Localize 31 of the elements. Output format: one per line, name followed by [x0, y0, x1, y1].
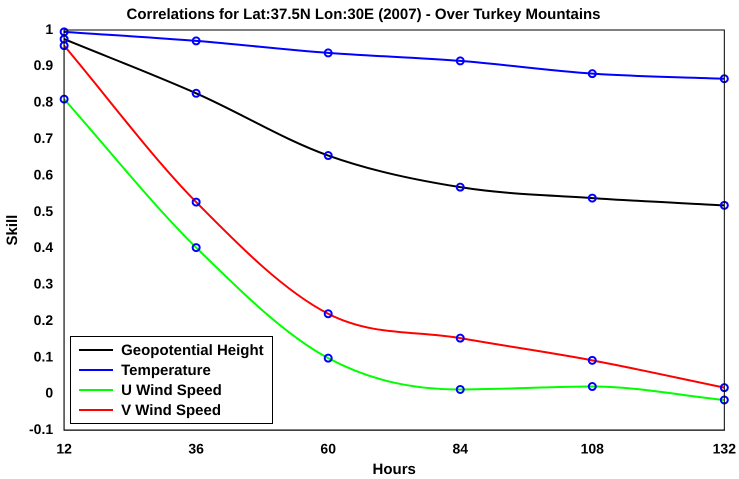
x-tick-label: 12: [56, 440, 72, 456]
x-tick-label: 60: [320, 440, 336, 456]
legend-label: Temperature: [121, 362, 211, 379]
y-tick-label: 0.6: [34, 166, 54, 182]
point: [324, 48, 333, 58]
point: [60, 27, 69, 36]
x-tick-label: 132: [712, 440, 736, 456]
y-tick-label: 1: [45, 20, 54, 37]
y-tick-label: 0.2: [34, 312, 54, 328]
x-tick-label: 108: [580, 440, 604, 456]
point: [456, 56, 465, 66]
legend-label: Geopotential Height: [121, 342, 264, 359]
y-tick-label: 0.5: [34, 202, 54, 219]
chart-title: Correlations for Lat:37.5N Lon:30E (2007) - Over Turkey Mountains: [126, 6, 600, 24]
y-tick-label: 0: [45, 384, 54, 401]
y-tick-label: 0.4: [34, 239, 54, 256]
point: [720, 74, 729, 84]
legend-label: U Wind Speed: [121, 382, 222, 399]
y-tick-label: -0.1: [29, 421, 54, 438]
x-tick-label: 36: [188, 440, 204, 456]
y-tick-label: 0.1: [34, 348, 54, 364]
y-tick-label: 0.3: [34, 276, 54, 292]
y-tick-label: 0.7: [34, 130, 54, 146]
point: [588, 69, 597, 78]
y-axis-title: Skill: [4, 214, 22, 246]
legend-label: V Wind Speed: [121, 402, 221, 419]
x-axis-title: Hours: [372, 461, 416, 478]
y-tick-label: 0.8: [34, 94, 54, 110]
y-tick-label: 0.9: [34, 57, 54, 74]
x-tick-label: 84: [452, 440, 468, 456]
point: [192, 36, 201, 46]
